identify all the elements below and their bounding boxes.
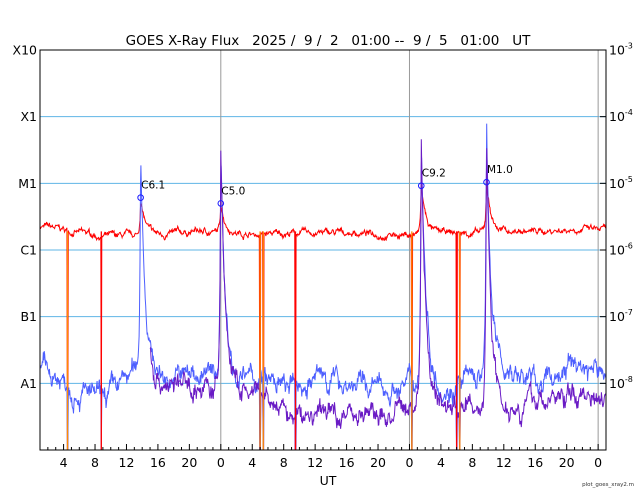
flare-markers: C6.1 C5.0 C9.2 M1.0 <box>137 164 513 207</box>
time-tick-label: 16 <box>527 455 543 470</box>
class-tick-label: B1 <box>20 309 37 324</box>
flux-series-line <box>39 184 607 451</box>
flare-label: M1.0 <box>487 164 513 176</box>
class-tick-label: C1 <box>20 243 37 258</box>
flare-label: C9.2 <box>422 168 446 180</box>
flare-peak-marker <box>483 178 490 186</box>
time-tick-label: 0 <box>405 455 413 470</box>
time-tick-label: 4 <box>248 455 256 470</box>
power-tick-label: 10-3 <box>609 42 633 58</box>
time-tick-label: 20 <box>559 455 575 470</box>
time-tick-label: 12 <box>496 455 512 470</box>
time-tick-label: 8 <box>468 455 476 470</box>
class-tick-label: X1 <box>20 109 37 124</box>
time-tick-label: 0 <box>217 455 225 470</box>
time-tick-label: 0 <box>594 455 602 470</box>
flux-series-line <box>39 123 607 451</box>
flare-peak-marker <box>217 200 225 207</box>
series-layer <box>39 123 607 451</box>
power-tick-label: 10-5 <box>609 175 633 191</box>
flare-label: C5.0 <box>221 185 245 197</box>
x-axis-label: UT <box>320 473 337 488</box>
time-tick-label: 12 <box>307 455 323 470</box>
time-tick-label: 12 <box>119 455 135 470</box>
power-tick-label: 10-7 <box>609 308 633 324</box>
flare-peak-marker <box>417 182 425 190</box>
chart-title: GOES X-Ray Flux 2025 / 9 / 2 01:00 -- 9 … <box>126 33 531 49</box>
x-axis-ticks: 4 8 12 16 20 0 4 8 12 16 20 0 4 8 12 16 20 0 <box>47 444 602 470</box>
flare-label: C6.1 <box>141 180 165 192</box>
time-tick-label: 8 <box>91 455 99 470</box>
credit-text: plot_goes_xray2.m <box>582 482 634 488</box>
class-tick-label: A1 <box>20 376 37 391</box>
power-tick-label: 10-6 <box>609 242 633 258</box>
power-tick-label: 10-4 <box>609 108 633 124</box>
time-tick-label: 16 <box>150 455 166 470</box>
class-tick-label: X10 <box>13 43 38 58</box>
time-tick-label: 4 <box>437 455 445 470</box>
flare-peak-marker <box>137 194 144 201</box>
time-tick-label: 8 <box>280 455 288 470</box>
time-tick-label: 20 <box>181 455 197 470</box>
grid-lines <box>40 50 606 450</box>
flux-series-line <box>149 139 607 451</box>
time-tick-label: 4 <box>60 455 68 470</box>
y-axis-ticks: X10 X1 M1 C1 B1 A1 10-3 10-4 10-5 10-6 10-7 10-8 <box>13 42 633 391</box>
time-tick-label: 20 <box>370 455 386 470</box>
power-tick-label: 10-8 <box>609 375 633 391</box>
class-tick-label: M1 <box>18 176 37 191</box>
time-tick-label: 16 <box>339 455 355 470</box>
